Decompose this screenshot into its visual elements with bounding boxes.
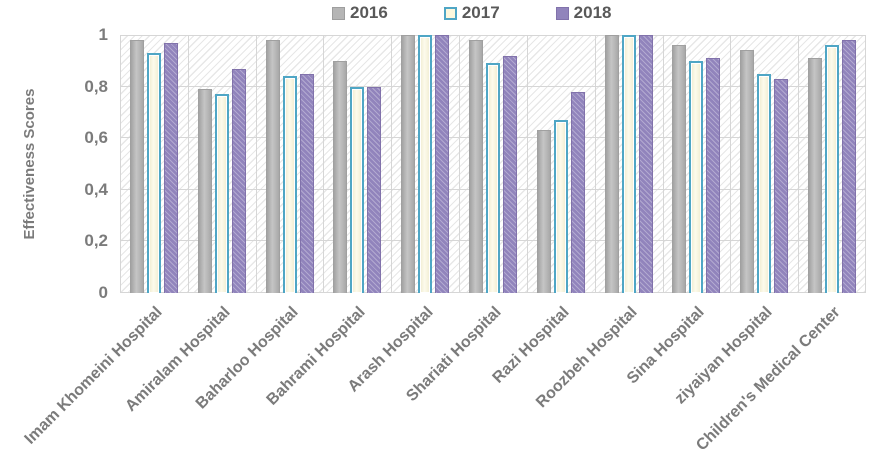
bar	[825, 45, 840, 293]
legend-label-2016: 2016	[350, 3, 388, 22]
legend-swatch-2018-icon	[555, 6, 569, 20]
y-tick-label: 1	[98, 25, 108, 44]
gridline-vertical	[323, 35, 324, 293]
bar	[774, 79, 789, 293]
gridline-vertical	[865, 35, 866, 293]
legend-swatch-2017-icon	[443, 6, 457, 20]
bar	[282, 76, 297, 293]
bar	[757, 74, 772, 293]
bar	[689, 61, 704, 293]
bar	[621, 35, 636, 293]
y-tick-label: 0,4	[84, 179, 108, 199]
bar	[197, 89, 212, 293]
bar	[740, 50, 755, 293]
bar	[536, 130, 551, 293]
bar	[333, 61, 348, 293]
gridline-vertical	[595, 35, 596, 293]
gridline-vertical	[188, 35, 189, 293]
bar	[486, 63, 500, 293]
plot-area	[120, 35, 866, 293]
bar	[163, 43, 178, 293]
gridline-vertical	[459, 35, 460, 293]
gridline-vertical	[120, 35, 121, 293]
gridline-vertical	[391, 35, 392, 293]
bar	[706, 58, 721, 293]
gridline-vertical	[256, 35, 257, 293]
bar	[214, 94, 229, 293]
bar	[146, 53, 161, 293]
bar	[638, 35, 653, 293]
bar	[570, 92, 585, 293]
bar	[808, 58, 823, 293]
bar	[842, 40, 857, 293]
legend-item-2016: 2016	[332, 3, 388, 23]
bar	[503, 56, 517, 293]
bar	[553, 120, 568, 293]
gridline-horizontal	[120, 35, 866, 36]
bar	[418, 35, 433, 293]
chart-legend: 2016 2017 2018	[332, 3, 611, 23]
bar	[231, 69, 246, 293]
legend-label-2018: 2018	[573, 3, 612, 22]
legend-item-2017: 2017	[443, 3, 500, 23]
gridline-vertical	[798, 35, 799, 293]
legend-label-2017: 2017	[461, 3, 500, 22]
y-axis-title: Effectiveness Scores	[21, 88, 38, 240]
bar	[367, 87, 382, 293]
legend-item-2018: 2018	[555, 3, 612, 23]
bar	[604, 35, 619, 293]
bar	[469, 40, 483, 293]
bar	[265, 40, 280, 293]
y-tick-label: 0,8	[84, 76, 108, 96]
bar	[129, 40, 144, 293]
gridline-vertical	[527, 35, 528, 293]
bar	[672, 45, 687, 293]
bar	[350, 87, 365, 293]
y-tick-label: 0	[98, 283, 108, 302]
bar	[299, 74, 314, 293]
y-tick-label: 0,6	[84, 128, 108, 148]
bar	[401, 35, 416, 293]
legend-swatch-2016-icon	[332, 6, 345, 20]
gridline-vertical	[663, 35, 664, 293]
bar	[435, 35, 450, 293]
gridline-vertical	[730, 35, 731, 293]
y-tick-label: 0,2	[84, 231, 108, 251]
